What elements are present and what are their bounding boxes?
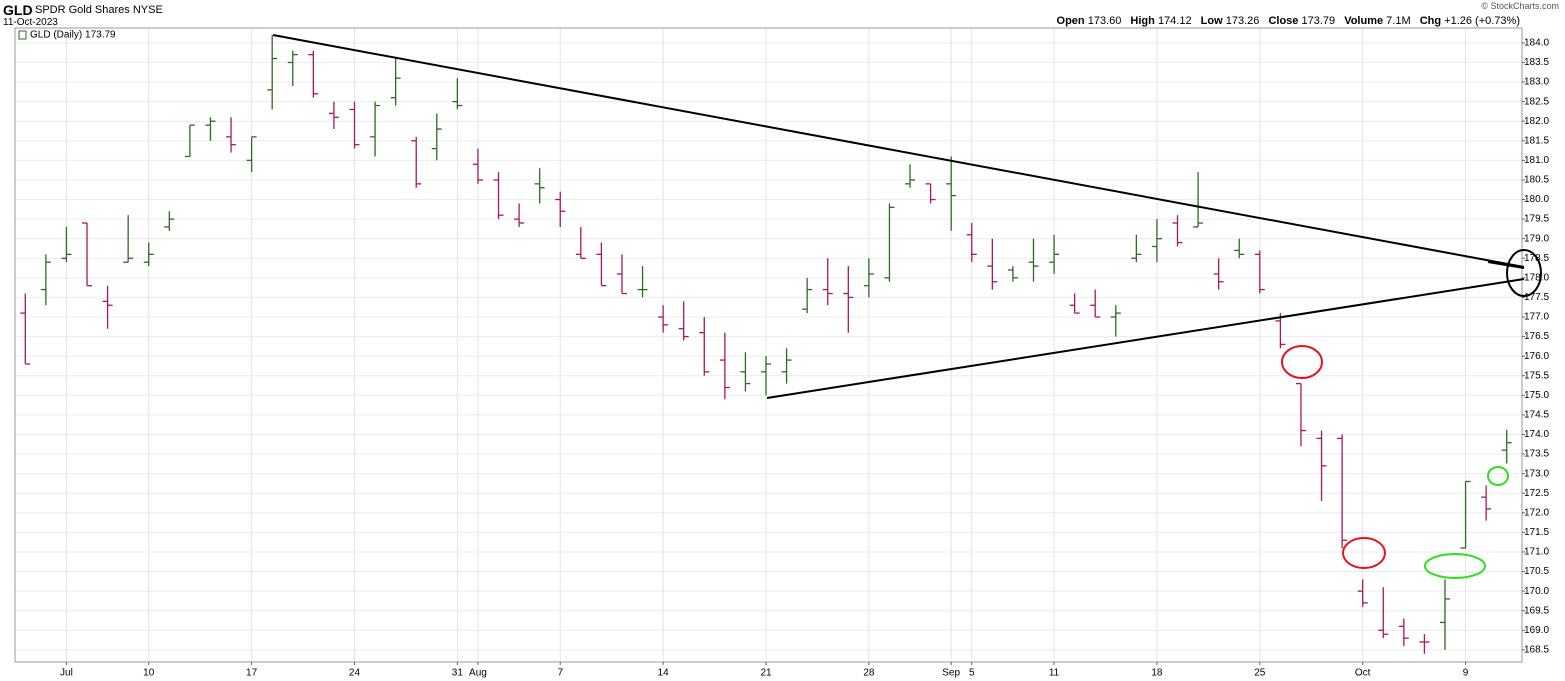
- trendline: [1487, 261, 1525, 269]
- y-tick-label: 171.0: [1524, 547, 1549, 558]
- y-tick-label: 184.0: [1524, 38, 1549, 49]
- x-tick-label: 14: [658, 668, 670, 679]
- legend-label: GLD (Daily) 173.79: [30, 30, 116, 41]
- date: 11-Oct-2023: [3, 17, 58, 28]
- credit: © StockCharts.com: [1481, 1, 1559, 11]
- x-tick-label: Aug: [469, 668, 487, 679]
- y-tick-label: 173.0: [1524, 468, 1549, 479]
- y-tick-label: 182.5: [1524, 96, 1549, 107]
- x-tick-label: 7: [557, 668, 563, 679]
- stat-label: Low: [1200, 15, 1223, 27]
- y-tick-label: 170.0: [1524, 586, 1549, 597]
- y-tick-label: 178.0: [1524, 272, 1549, 283]
- stat-label: High: [1130, 15, 1155, 27]
- y-tick-label: 180.0: [1524, 194, 1549, 205]
- y-tick-label: 177.5: [1524, 292, 1549, 303]
- y-tick-label: 169.0: [1524, 625, 1549, 636]
- y-tick-label: 180.5: [1524, 175, 1549, 186]
- x-tick-label: 21: [760, 668, 772, 679]
- x-tick-label: 28: [863, 668, 875, 679]
- x-tick-label: 10: [143, 668, 155, 679]
- circle-annotation: [1506, 249, 1542, 297]
- stat-value: 7.1M: [1386, 15, 1411, 27]
- y-tick-label: 182.0: [1524, 116, 1549, 127]
- y-tick-label: 183.5: [1524, 57, 1549, 68]
- circle-annotation: [1487, 466, 1509, 486]
- y-tick-label: 175.5: [1524, 370, 1549, 381]
- name: SPDR Gold Shares: [35, 4, 130, 16]
- x-tick-label: 18: [1151, 668, 1163, 679]
- x-tick-label: 31: [452, 668, 464, 679]
- stat-label: Chg: [1419, 15, 1442, 27]
- y-tick-label: 181.5: [1524, 135, 1549, 146]
- y-tick-label: 172.0: [1524, 507, 1549, 518]
- stat-label: Close: [1268, 15, 1299, 27]
- x-tick-label: Sep: [942, 668, 960, 679]
- x-tick-label: Jul: [60, 668, 73, 679]
- y-tick-label: 175.0: [1524, 390, 1549, 401]
- x-tick-label: 17: [246, 668, 258, 679]
- circle-annotation: [1424, 553, 1486, 579]
- x-tick-label: 25: [1254, 668, 1266, 679]
- trendline: [766, 278, 1525, 399]
- y-tick-label: 174.0: [1524, 429, 1549, 440]
- stat-value: 173.79: [1301, 15, 1336, 27]
- stat-value: 174.12: [1157, 15, 1192, 27]
- y-tick-label: 168.5: [1524, 645, 1549, 656]
- legend-icon: [18, 30, 27, 40]
- symbol: GLD: [3, 2, 33, 18]
- circle-annotation: [1281, 345, 1323, 379]
- stat-value: +1.26 (+0.73%): [1444, 15, 1520, 27]
- stat-value: 173.26: [1225, 15, 1260, 27]
- stats: Open 173.60 High 174.12 Low 173.26 Close…: [1051, 15, 1520, 27]
- x-tick-label: 11: [1049, 668, 1060, 679]
- y-tick-label: 176.5: [1524, 331, 1549, 342]
- x-tick-label: 9: [1463, 668, 1469, 679]
- y-tick-label: 172.5: [1524, 488, 1549, 499]
- x-tick-label: 5: [969, 668, 975, 679]
- plot-frame: [14, 27, 1523, 663]
- y-tick-label: 174.5: [1524, 410, 1549, 421]
- header: GLD SPDR Gold Shares NYSE 11-Oct-2023 © …: [0, 0, 1565, 28]
- bars: [20, 35, 1512, 654]
- stat-label: Open: [1056, 15, 1085, 27]
- exchange: NYSE: [132, 4, 163, 16]
- security-name: SPDR Gold Shares NYSE: [35, 4, 163, 16]
- grid: [15, 28, 1522, 662]
- stat-value: 173.60: [1087, 15, 1122, 27]
- x-tick-label: 24: [349, 668, 361, 679]
- y-tick-label: 170.5: [1524, 566, 1549, 577]
- circle-annotation: [1342, 537, 1386, 569]
- y-tick-label: 178.5: [1524, 253, 1549, 264]
- y-tick-label: 169.5: [1524, 605, 1549, 616]
- y-tick-label: 177.0: [1524, 312, 1549, 323]
- y-tick-label: 171.5: [1524, 527, 1549, 538]
- stat-label: Volume: [1344, 15, 1384, 27]
- y-tick-label: 173.5: [1524, 449, 1549, 460]
- y-tick-label: 183.0: [1524, 77, 1549, 88]
- trendline: [272, 34, 1525, 268]
- y-tick-label: 179.0: [1524, 233, 1549, 244]
- x-tick-label: Oct: [1355, 668, 1371, 679]
- annotations: [272, 34, 1542, 579]
- y-tick-label: 181.0: [1524, 155, 1549, 166]
- y-tick-label: 176.0: [1524, 351, 1549, 362]
- y-tick-label: 179.5: [1524, 214, 1549, 225]
